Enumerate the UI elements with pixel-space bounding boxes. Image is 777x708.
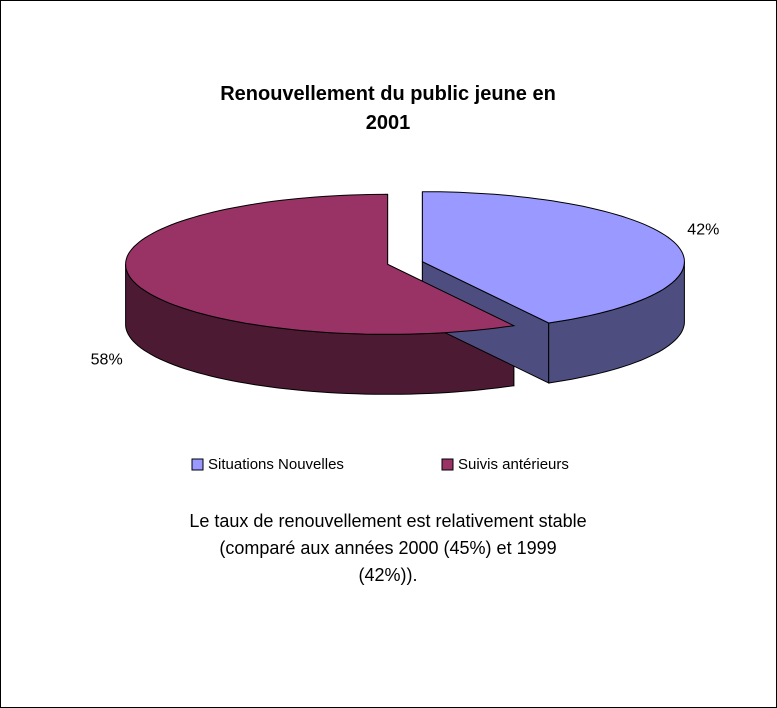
slice-top	[421, 191, 685, 324]
legend-label: Situations Nouvelles	[208, 456, 344, 473]
legend-swatch	[191, 458, 204, 471]
chart-title: Renouvellement du public jeune en 2001	[220, 83, 556, 134]
annotation: Le taux de renouvellement est relativeme…	[189, 511, 587, 585]
legend-swatch	[441, 458, 454, 471]
data-label: 58%	[91, 352, 123, 369]
legend-label: Suivis antérieurs	[458, 456, 569, 473]
data-label: 42%	[687, 222, 719, 239]
slice-top	[125, 193, 516, 335]
